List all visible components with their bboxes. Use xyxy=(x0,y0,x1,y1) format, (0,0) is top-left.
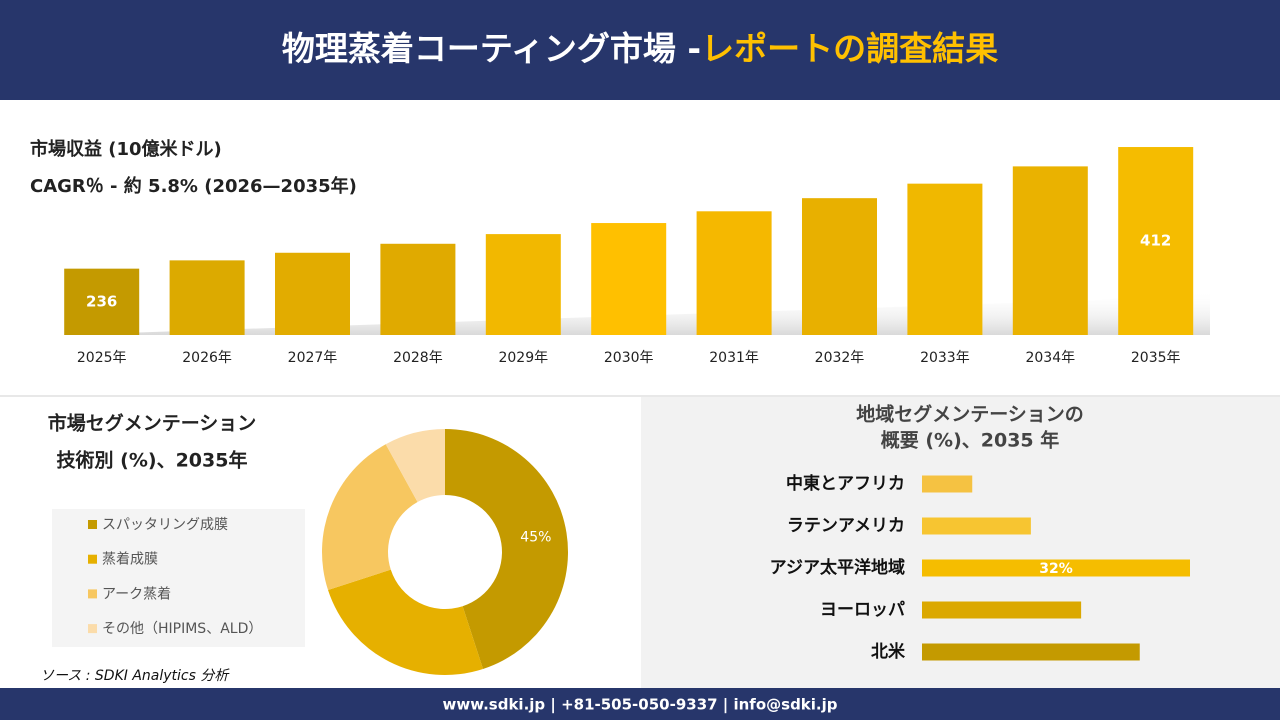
x-tick-label: 2032年 xyxy=(815,350,865,366)
bar xyxy=(802,198,877,335)
value-label: 236 xyxy=(86,292,117,310)
value-label: 32% xyxy=(1039,561,1073,577)
x-tick-label: 2026年 xyxy=(182,350,232,366)
legend-label: その他（HIPIMS、ALD） xyxy=(102,621,262,637)
bar xyxy=(275,252,350,335)
x-tick-label: 2029年 xyxy=(498,350,548,366)
donut-title: 市場セグメンテーション xyxy=(48,412,257,435)
bar xyxy=(591,223,667,335)
y-tick-label: 北米 xyxy=(871,641,906,662)
legend-label: スパッタリング成膜 xyxy=(102,517,228,533)
title-main: 物理蒸着コーティング市場 - xyxy=(282,29,701,68)
bar xyxy=(380,243,456,335)
bar xyxy=(922,517,1031,535)
legend-swatch xyxy=(88,554,97,564)
region-title: 地域セグメンテーションの xyxy=(856,403,1084,426)
x-tick-label: 2031年 xyxy=(709,350,759,366)
x-tick-label: 2035年 xyxy=(1131,350,1181,366)
x-tick-label: 2025年 xyxy=(77,350,127,366)
bar xyxy=(696,211,772,335)
y-tick-label: 中東とアフリカ xyxy=(786,473,905,494)
x-tick-label: 2030年 xyxy=(604,350,654,366)
legend-label: アーク蒸着 xyxy=(102,586,171,602)
bar xyxy=(1118,147,1194,335)
y-tick-label: ヨーロッパ xyxy=(820,600,905,620)
legend-box xyxy=(52,509,305,647)
y-tick-label: アジア太平洋地域 xyxy=(770,557,905,578)
page-title: 物理蒸着コーティング市場 -レポートの調査結果 xyxy=(282,29,998,68)
donut-subtitle: 技術別 (%)、2035年 xyxy=(57,449,248,472)
donut-slice xyxy=(322,444,418,591)
source: ソース : SDKI Analytics 分析 xyxy=(40,668,230,684)
region-subtitle: 概要 (%)、2035 年 xyxy=(881,429,1060,452)
donut-slice xyxy=(385,429,445,503)
bar xyxy=(485,234,561,335)
legend-label: 蒸着成膜 xyxy=(102,552,158,568)
bar xyxy=(922,475,973,493)
value-label: 412 xyxy=(1140,232,1171,250)
footer-bar xyxy=(0,688,1280,720)
bar xyxy=(1012,166,1088,335)
x-tick-label: 2028年 xyxy=(393,350,443,366)
header-bar xyxy=(0,0,1280,100)
legend-swatch xyxy=(88,520,97,529)
chart-title: 市場収益 (10億米ドル) xyxy=(30,138,222,160)
x-tick-label: 2033年 xyxy=(920,350,970,366)
title-highlight: レポートの調査結果 xyxy=(701,29,998,68)
bar xyxy=(907,183,983,335)
chart-subtitle: CAGR％ - 約 5.8% (2026—2035年) xyxy=(30,175,357,197)
footer: www.sdki.jp | +81-505-050-9337 | info@sd… xyxy=(442,696,837,715)
x-tick-label: 2027年 xyxy=(288,350,338,366)
bar xyxy=(64,268,140,335)
value-label: 45% xyxy=(520,530,551,546)
bar xyxy=(922,601,1082,619)
donut-slice xyxy=(328,569,484,676)
bar xyxy=(922,559,1190,577)
legend-swatch xyxy=(88,589,97,599)
legend-swatch xyxy=(88,624,97,634)
bar xyxy=(922,643,1140,661)
right-panel xyxy=(641,397,1280,688)
x-tick-label: 2034年 xyxy=(1025,350,1075,366)
y-tick-label: ラテンアメリカ xyxy=(787,516,905,536)
bar xyxy=(169,260,245,335)
donut-slice xyxy=(445,428,569,669)
